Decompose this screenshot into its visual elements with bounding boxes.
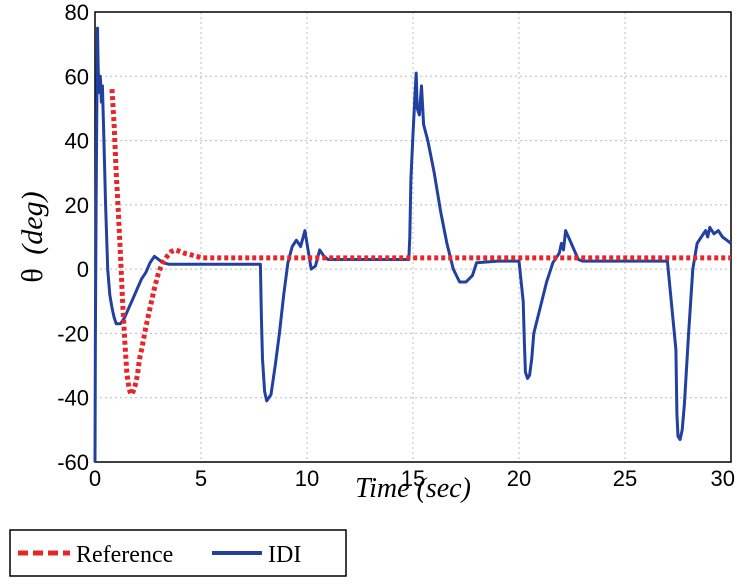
y-tick-label: 80 bbox=[65, 0, 89, 25]
legend-label-reference: Reference bbox=[76, 542, 173, 568]
x-tick-label: 20 bbox=[507, 466, 531, 491]
y-tick-label: -20 bbox=[57, 321, 89, 346]
x-axis-ticks: 0 5 10 15 20 25 30 bbox=[89, 466, 735, 491]
y-tick-label: -60 bbox=[57, 450, 89, 475]
x-tick-label: 0 bbox=[89, 466, 101, 491]
x-tick-label: 15 bbox=[401, 466, 425, 491]
series-line-idi bbox=[93, 26, 732, 463]
x-tick-label: 10 bbox=[295, 466, 319, 491]
x-tick-label: 30 bbox=[711, 466, 735, 491]
x-tick-label: 5 bbox=[195, 466, 207, 491]
series-group bbox=[93, 26, 732, 463]
y-axis-unit: (deg) bbox=[16, 191, 49, 254]
y-tick-label: 0 bbox=[77, 257, 89, 282]
legend: Reference IDI bbox=[9, 529, 347, 577]
y-tick-label: -40 bbox=[57, 386, 89, 411]
x-tick-label: 25 bbox=[613, 466, 637, 491]
y-tick-label: 60 bbox=[65, 64, 89, 89]
series-line-reference bbox=[109, 88, 731, 397]
y-tick-label: 20 bbox=[65, 193, 89, 218]
grid-lines bbox=[95, 12, 731, 462]
svg-text:θ (deg): θ (deg) bbox=[16, 191, 49, 282]
y-axis-ticks: -60 -40 -20 0 20 40 60 80 bbox=[57, 0, 89, 475]
y-axis-symbol: θ bbox=[16, 268, 49, 282]
legend-label-idi: IDI bbox=[268, 542, 301, 568]
y-axis-label: θ (deg) bbox=[16, 191, 49, 282]
x-axis-label: Time (sec) bbox=[355, 473, 471, 504]
y-tick-label: 40 bbox=[65, 129, 89, 154]
